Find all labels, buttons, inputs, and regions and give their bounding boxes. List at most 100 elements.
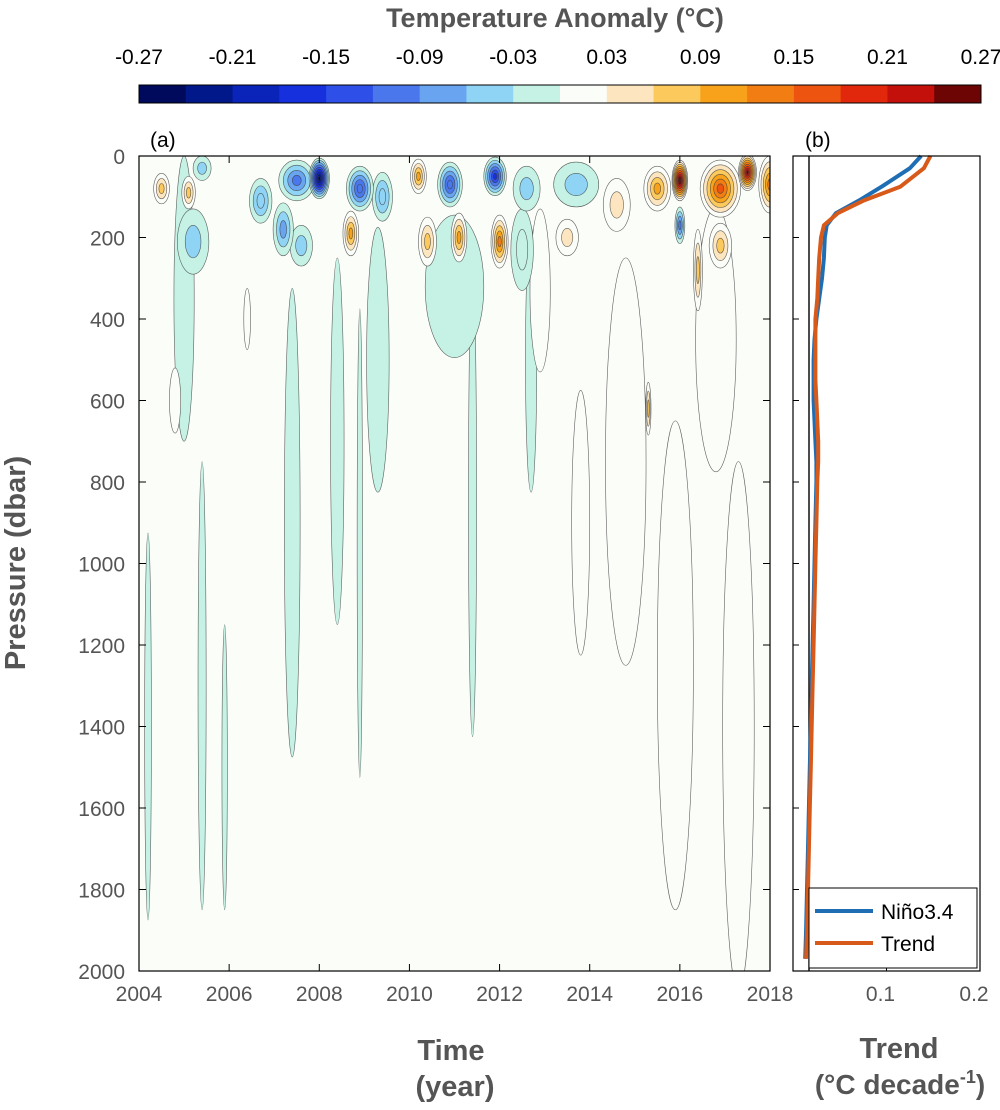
anomaly-contour	[295, 235, 308, 257]
anomaly-contour	[366, 227, 390, 493]
colorbar-tick-label: 0.27	[961, 46, 1000, 69]
colorbar-swatch-7	[466, 85, 514, 103]
panel-a: 2004 2006 2008 2010 2012 2014 2016 2018 0 200 400 6…	[0, 129, 793, 1103]
colorbar-swatch-14	[793, 85, 842, 103]
anomaly-feature	[197, 461, 207, 911]
anomaly-contour	[356, 308, 363, 778]
y-tick-label: 1200	[78, 635, 125, 658]
colorbar-tick-label: -0.03	[489, 46, 537, 69]
x-tick-label: 2004	[116, 983, 163, 1006]
anomaly-contour	[291, 175, 302, 186]
y-tick-label: 0	[113, 146, 125, 169]
anomaly-feature	[418, 216, 437, 267]
anomaly-feature	[356, 308, 363, 778]
colorbar-tick-label: -0.21	[209, 46, 257, 69]
anomaly-feature	[192, 156, 212, 181]
anomaly-contour	[256, 193, 265, 209]
colorbar-swatch-16	[887, 85, 935, 103]
colorbar-swatch-15	[840, 85, 888, 103]
anomaly-feature	[738, 156, 757, 191]
anomaly-contour	[716, 183, 725, 194]
anomaly-contour	[279, 220, 287, 239]
colorbar-swatch-13	[747, 85, 795, 103]
anomaly-contour	[516, 229, 529, 271]
colorbar-swatch-4	[326, 85, 374, 103]
anomaly-feature	[758, 156, 770, 214]
colorbar-frame	[138, 84, 982, 104]
panel-b-x-tick-label: 0.1	[866, 983, 895, 1006]
anomaly-feature	[722, 461, 755, 971]
anomaly-contour	[605, 257, 647, 666]
series-line-trend	[804, 155, 933, 959]
anomaly-feature	[699, 159, 742, 218]
anomaly-feature	[645, 381, 652, 436]
anomaly-feature	[284, 288, 301, 758]
anomaly-feature	[410, 158, 427, 194]
colorbar-swatch-12	[700, 85, 748, 103]
y-tick-label: 800	[90, 472, 125, 495]
anomaly-feature	[553, 161, 600, 208]
y-tick-label: 400	[90, 309, 125, 332]
colorbar-swatch-8	[513, 85, 561, 103]
anomaly-feature	[424, 214, 485, 359]
panel-b-background	[793, 156, 980, 971]
anomaly-feature	[693, 229, 703, 312]
colorbar-swatch-2	[232, 85, 280, 103]
anomaly-feature	[555, 218, 579, 257]
x-tick-label: 2016	[656, 983, 703, 1006]
anomaly-contour	[186, 186, 192, 199]
y-tick-label: 1000	[78, 554, 125, 577]
anomaly-feature	[450, 212, 468, 263]
colorbar-tick-label: 0.21	[867, 46, 908, 69]
anomaly-contour	[284, 288, 301, 758]
anomaly-feature	[346, 165, 374, 212]
x-tick-label: 2008	[296, 983, 343, 1006]
anomaly-contour	[678, 220, 682, 231]
colorbar-swatch-10	[606, 85, 655, 103]
anomaly-feature	[249, 178, 273, 224]
anomaly-contour	[447, 179, 453, 190]
anomaly-contour	[561, 228, 574, 247]
colorbar-tick-label: -0.27	[115, 46, 163, 69]
anomaly-contour	[197, 161, 207, 175]
colorbar-swatch-0	[139, 85, 187, 103]
anomaly-feature	[602, 178, 631, 232]
anomaly-feature	[308, 157, 330, 200]
panel-a-ticks: 2004 2006 2008 2010 2012 2014 2016 2018 0 200 400 6…	[78, 146, 793, 1006]
colorbar-title: Temperature Anomaly (°C)	[386, 3, 724, 33]
x-tick-label: 2012	[476, 983, 523, 1006]
x-tick-label: 2014	[566, 983, 613, 1006]
anomaly-contour	[356, 183, 363, 194]
y-tick-label: 2000	[78, 961, 125, 984]
anomaly-feature	[605, 257, 647, 666]
anomaly-contour	[378, 188, 387, 206]
legend-box	[808, 887, 978, 969]
anomaly-feature	[181, 176, 196, 210]
panel-b-x-axis-title: Trend	[860, 1033, 939, 1065]
panel-b: 0.1 0.2 (b) Trend (°C decade-1) Niño3.4 T…	[792, 129, 989, 1100]
colorbar-tick-labels: -0.27 -0.21 -0.15 -0.09 -0.03 0.03 0.09 0.15 0.2…	[115, 46, 1000, 69]
colorbar: Temperature Anomaly (°C) -0.27 -0.21 -0.15…	[115, 3, 1000, 104]
anomaly-feature	[437, 161, 463, 208]
colorbar-tick-label: 0.03	[586, 46, 627, 69]
panel-b-x-tick-label: 0.2	[959, 983, 988, 1006]
anomaly-feature	[490, 214, 509, 269]
anomaly-feature	[272, 202, 294, 257]
anomaly-contour	[657, 420, 694, 911]
anomaly-contour	[696, 256, 700, 284]
anomaly-feature	[366, 227, 390, 493]
y-tick-label: 1600	[78, 798, 125, 821]
anomaly-feature	[371, 172, 393, 222]
anomaly-feature	[571, 390, 591, 656]
anomaly-field	[144, 156, 770, 971]
anomaly-contour	[497, 235, 502, 248]
colorbar-tick-label: 0.09	[680, 46, 721, 69]
anomaly-contour	[330, 257, 345, 625]
colorbar-swatches	[139, 85, 982, 103]
anomaly-feature	[153, 173, 170, 205]
anomaly-contour	[716, 237, 725, 254]
colorbar-swatch-6	[419, 85, 467, 103]
anomaly-contour	[317, 175, 321, 181]
x-tick-label: 2006	[206, 983, 253, 1006]
